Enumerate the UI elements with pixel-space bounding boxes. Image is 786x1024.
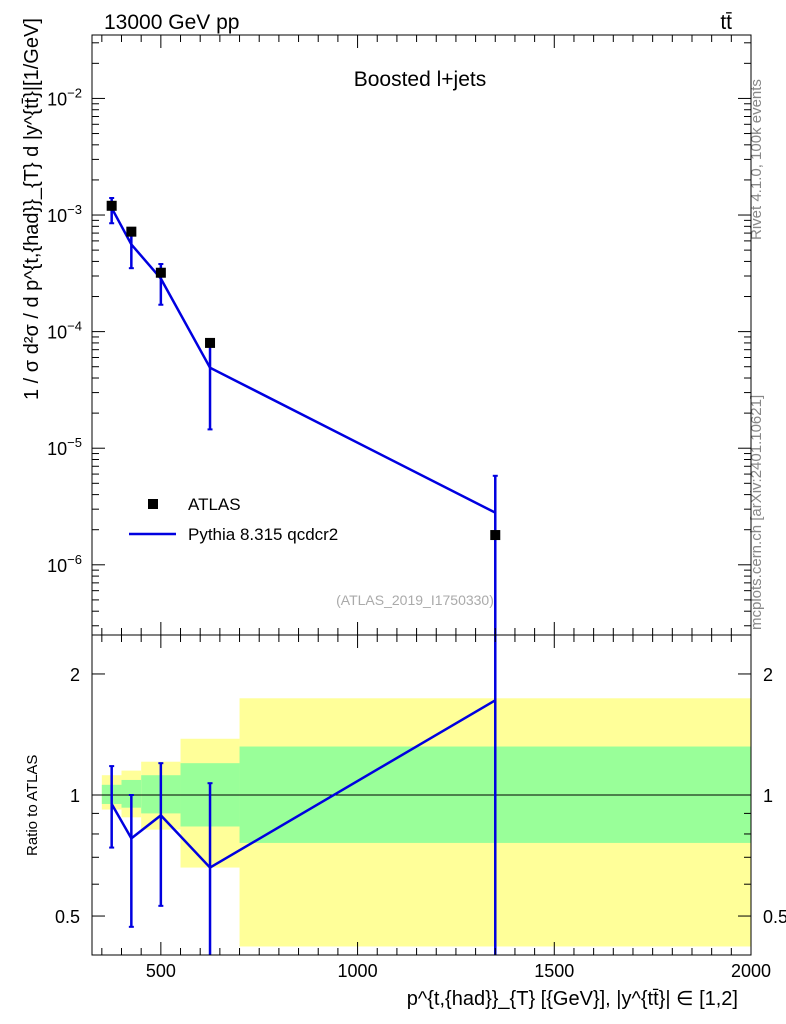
main-title: Boosted l+jets bbox=[354, 68, 487, 91]
ratio-y-tick-label-right: 1 bbox=[763, 786, 773, 806]
energy-label: 13000 GeV pp bbox=[104, 11, 239, 34]
data-point-marker bbox=[106, 200, 117, 211]
main-y-axis-label: 1 / σ d²σ / d p^{t,{had}}_{T} d |y^{tt̄}… bbox=[21, 18, 43, 400]
data-point-marker bbox=[205, 337, 216, 348]
x-tick-label: 2000 bbox=[731, 961, 771, 981]
legend-data-marker bbox=[148, 499, 158, 509]
ratio-y-tick-label-right: 2 bbox=[763, 665, 773, 685]
legend-data-label: ATLAS bbox=[188, 495, 241, 514]
x-tick-label: 1000 bbox=[338, 961, 378, 981]
x-axis-label: p^{t,{had}}_{T} [{GeV}], |y^{tt̄}| ∈ [1,… bbox=[407, 988, 738, 1010]
ratio-y-axis-label: Ratio to ATLAS bbox=[24, 755, 41, 856]
rivet-version-label: Rivet 4.1.0, 100k events bbox=[748, 79, 765, 240]
mc-line bbox=[110, 207, 496, 514]
ratio-y-tick-label: 0.5 bbox=[55, 907, 80, 927]
x-tick-label: 500 bbox=[146, 961, 176, 981]
main-y-tick-label: 10−4 bbox=[47, 319, 82, 343]
x-tick-label: 1500 bbox=[534, 961, 574, 981]
ratio-y-tick-label: 2 bbox=[70, 665, 80, 685]
main-y-tick-label: 10−2 bbox=[47, 85, 82, 109]
ratio-panel: Ratio to ATLAS p^{t,{had}}_{T} [{GeV}], … bbox=[24, 634, 786, 1010]
main-y-tick-label: 10−3 bbox=[47, 202, 82, 226]
ratio-y-tick-label: 1 bbox=[70, 786, 80, 806]
data-point-marker bbox=[126, 226, 137, 237]
data-point-marker bbox=[490, 530, 501, 541]
data-point-marker bbox=[155, 267, 166, 278]
ratio-y-tick-label-right: 0.5 bbox=[763, 907, 786, 927]
main-panel: Boosted l+jets (ATLAS_2019_I1750330) 1 /… bbox=[21, 18, 752, 636]
legend: ATLAS Pythia 8.315 qcdcr2 bbox=[129, 495, 338, 544]
ratio-band-inner bbox=[121, 779, 142, 808]
main-y-tick-label: 10−5 bbox=[47, 435, 82, 459]
main-y-tick-label: 10−6 bbox=[47, 552, 82, 576]
mcplots-label: mcplots.cern.ch [arXiv:2401.10621] bbox=[748, 395, 765, 630]
process-label: tt̄ bbox=[720, 11, 732, 34]
analysis-label: (ATLAS_2019_I1750330) bbox=[336, 592, 494, 608]
legend-mc-label: Pythia 8.315 qcdcr2 bbox=[188, 525, 338, 544]
